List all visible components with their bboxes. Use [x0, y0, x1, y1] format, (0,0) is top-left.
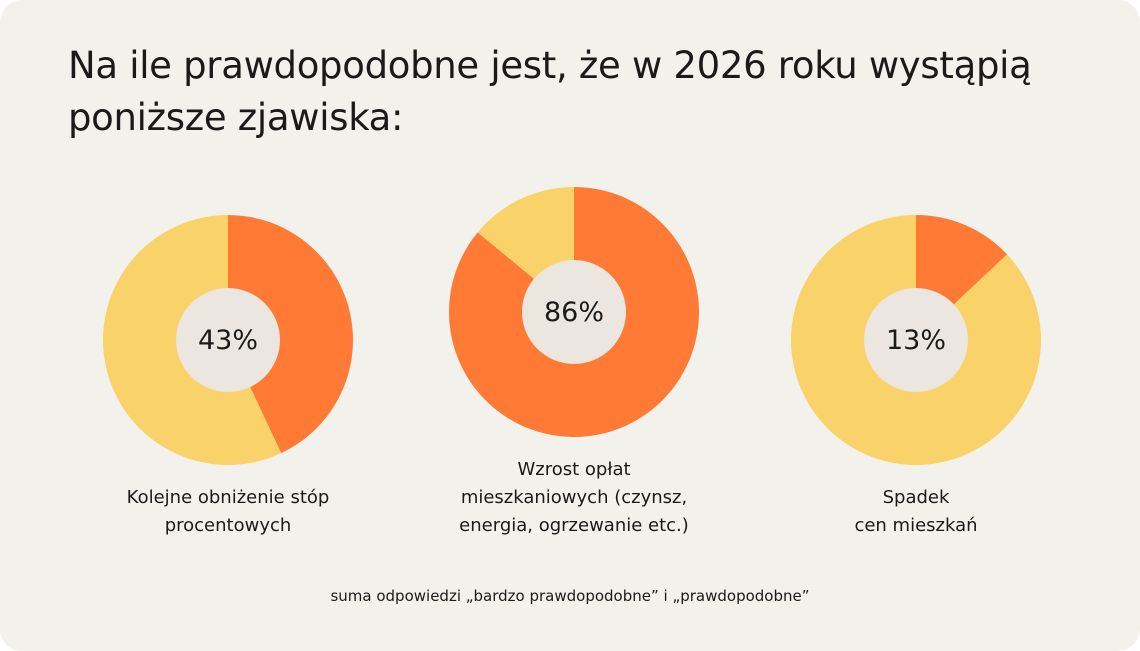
center-value: 13%: [885, 324, 946, 356]
center-value: 43%: [197, 324, 258, 356]
footnote: suma odpowiedzi „bardzo prawdopodobne” i…: [330, 587, 810, 605]
donut-center: [176, 288, 280, 392]
donut-chart-rate-cuts: 43%: [103, 215, 353, 465]
label-line: Kolejne obniżenie stóp: [126, 487, 330, 508]
chart-label-rate-cuts: Kolejne obniżenie stóp procentowych: [78, 484, 378, 540]
donut-center: [522, 260, 626, 364]
donut-svg: [448, 187, 699, 437]
chart-label-housing-fees: Wzrost opłat mieszkaniowych (czynsz, ene…: [424, 456, 724, 540]
donut-svg: [103, 215, 353, 465]
chart-label-price-drop: Spadek cen mieszkań: [766, 484, 1066, 540]
label-line: Spadek: [882, 487, 950, 508]
slice-likely: [228, 215, 353, 454]
center-value: 86%: [543, 296, 604, 328]
label-line: Wzrost opłat: [517, 459, 631, 480]
donut-chart-housing-fees: 86%: [448, 187, 699, 437]
donut-svg: [791, 215, 1041, 465]
label-line: mieszkaniowych (czynsz,: [460, 487, 688, 508]
label-line: energia, ogrzewanie etc.): [459, 515, 689, 536]
title-line-1: Na ile prawdopodobne jest, że w 2026 rok…: [68, 44, 1032, 87]
chart-title: Na ile prawdopodobne jest, że w 2026 rok…: [68, 40, 1068, 144]
donut-chart-price-drop: 13%: [791, 215, 1041, 465]
title-line-2: poniższe zjawiska:: [68, 96, 404, 139]
donut-center: [864, 288, 968, 392]
label-line: cen mieszkań: [854, 515, 978, 536]
label-line: procentowych: [164, 515, 292, 536]
